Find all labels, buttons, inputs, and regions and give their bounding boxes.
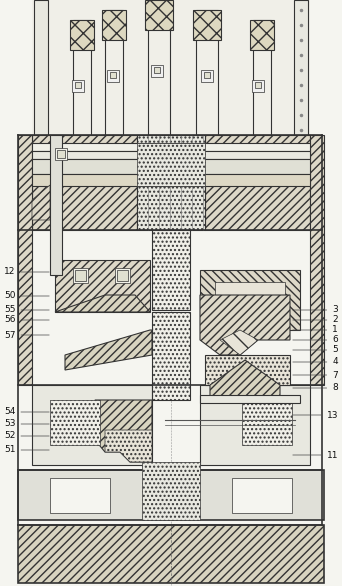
Bar <box>32 174 310 186</box>
Bar <box>196 10 218 135</box>
Bar <box>50 478 110 513</box>
Text: 12: 12 <box>4 267 49 277</box>
Bar <box>32 159 310 174</box>
Bar <box>18 470 324 520</box>
Bar <box>142 462 200 520</box>
Bar <box>310 135 324 385</box>
Bar <box>75 270 86 281</box>
Bar <box>137 143 205 186</box>
Polygon shape <box>210 360 280 400</box>
Text: 4: 4 <box>293 357 338 366</box>
Bar <box>294 5 308 165</box>
Polygon shape <box>55 295 150 312</box>
Polygon shape <box>95 400 152 462</box>
Bar <box>148 0 170 135</box>
Text: 1: 1 <box>293 325 338 335</box>
Text: 3: 3 <box>293 305 338 315</box>
Bar <box>34 0 48 165</box>
Bar <box>205 355 290 385</box>
Bar <box>250 20 274 50</box>
Bar <box>215 282 285 318</box>
Bar <box>18 135 32 385</box>
Bar <box>32 151 310 159</box>
Bar <box>73 20 91 135</box>
Bar <box>18 525 324 583</box>
Polygon shape <box>200 295 290 355</box>
Bar <box>193 10 221 40</box>
Text: 51: 51 <box>4 445 49 455</box>
Bar <box>117 270 128 281</box>
Text: 54: 54 <box>4 407 49 417</box>
Bar <box>105 10 123 135</box>
Bar <box>151 65 163 77</box>
Bar <box>201 70 213 82</box>
Bar <box>154 67 160 73</box>
Text: 5: 5 <box>293 346 338 355</box>
Bar <box>70 20 94 50</box>
Polygon shape <box>32 185 50 220</box>
Polygon shape <box>105 430 152 462</box>
Text: 13: 13 <box>293 411 338 420</box>
Bar <box>200 395 300 403</box>
Bar <box>294 0 308 165</box>
Bar <box>200 385 310 465</box>
Bar <box>75 82 81 88</box>
Bar <box>200 270 300 330</box>
Polygon shape <box>220 330 258 355</box>
Bar <box>253 20 271 135</box>
Text: 11: 11 <box>293 451 338 459</box>
Bar <box>204 72 210 78</box>
Text: 6: 6 <box>293 336 338 345</box>
Text: 8: 8 <box>293 383 338 393</box>
Bar <box>102 10 126 40</box>
Bar <box>32 143 310 151</box>
Bar <box>32 385 152 465</box>
Bar <box>55 148 67 160</box>
Bar <box>72 80 84 92</box>
Bar <box>50 400 100 445</box>
Text: 53: 53 <box>4 420 49 428</box>
Text: 52: 52 <box>4 431 49 441</box>
Bar <box>152 312 190 400</box>
Bar <box>32 0 310 135</box>
Bar <box>50 135 62 275</box>
Text: 55: 55 <box>4 305 49 315</box>
Bar <box>252 80 264 92</box>
Polygon shape <box>65 330 152 370</box>
Bar <box>115 268 130 283</box>
Text: 56: 56 <box>4 315 49 325</box>
Text: 50: 50 <box>4 291 49 301</box>
Bar <box>255 82 261 88</box>
Bar <box>145 0 173 30</box>
Bar <box>205 135 310 230</box>
Bar <box>232 478 292 513</box>
Text: 2: 2 <box>293 315 338 325</box>
Bar <box>73 268 88 283</box>
Bar <box>110 72 116 78</box>
Bar <box>107 70 119 82</box>
Bar <box>55 260 150 312</box>
Bar <box>152 230 190 310</box>
Text: 7: 7 <box>293 370 338 380</box>
Bar <box>57 150 65 158</box>
Bar <box>242 400 292 445</box>
Bar <box>137 135 205 230</box>
Text: 57: 57 <box>4 331 49 339</box>
Bar <box>32 135 137 230</box>
